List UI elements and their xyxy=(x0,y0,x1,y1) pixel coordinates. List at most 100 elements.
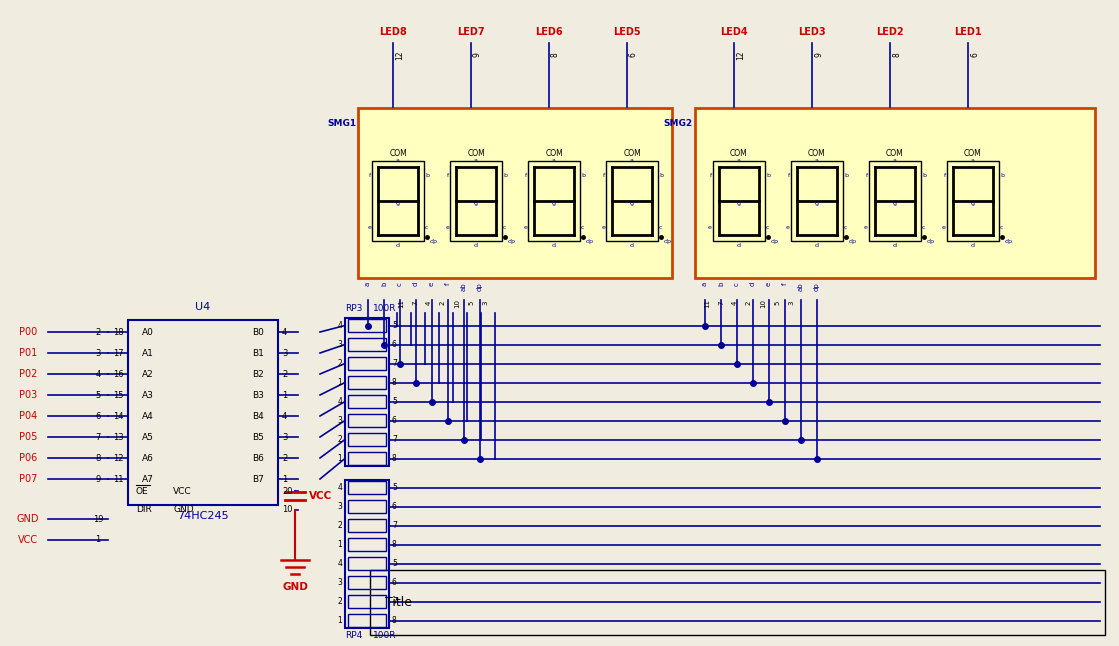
Bar xyxy=(348,614,386,627)
Text: 5: 5 xyxy=(95,390,101,399)
Text: f: f xyxy=(369,172,372,178)
Text: P07: P07 xyxy=(19,474,37,484)
Text: 4: 4 xyxy=(95,370,101,379)
Text: SMG2: SMG2 xyxy=(664,118,693,127)
Bar xyxy=(348,519,386,532)
Text: 3: 3 xyxy=(95,348,101,357)
Text: c: c xyxy=(397,282,403,286)
Text: a: a xyxy=(552,158,556,163)
Text: c: c xyxy=(922,225,925,229)
Text: 7: 7 xyxy=(718,301,724,306)
Text: 5: 5 xyxy=(392,559,397,568)
Text: 14: 14 xyxy=(113,412,124,421)
Text: 74HC245: 74HC245 xyxy=(177,511,228,521)
Bar xyxy=(370,570,1104,635)
Text: COM: COM xyxy=(623,149,641,158)
Text: B3: B3 xyxy=(252,390,264,399)
Text: 3: 3 xyxy=(337,340,342,349)
Text: e: e xyxy=(523,225,527,229)
Text: LED1: LED1 xyxy=(955,27,981,37)
Text: B0: B0 xyxy=(252,328,264,337)
Text: c: c xyxy=(734,282,740,286)
Text: 1: 1 xyxy=(282,475,288,483)
Text: A6: A6 xyxy=(142,453,154,463)
Bar xyxy=(348,376,386,389)
Bar xyxy=(348,595,386,608)
Text: e: e xyxy=(767,282,772,286)
Text: a: a xyxy=(365,282,372,286)
Text: 9: 9 xyxy=(814,52,822,57)
Bar xyxy=(348,557,386,570)
Text: 3: 3 xyxy=(337,416,342,425)
Bar xyxy=(348,500,386,513)
Text: A1: A1 xyxy=(142,348,154,357)
Bar xyxy=(345,480,389,628)
Bar xyxy=(348,452,386,465)
Text: c: c xyxy=(659,225,662,229)
Text: b: b xyxy=(767,172,770,178)
Text: 11: 11 xyxy=(398,298,404,307)
Text: d: d xyxy=(474,243,478,248)
Text: 5: 5 xyxy=(392,397,397,406)
Text: COM: COM xyxy=(545,149,563,158)
Text: OE: OE xyxy=(137,486,149,495)
Text: 7: 7 xyxy=(392,435,397,444)
Text: e: e xyxy=(445,225,449,229)
Text: 8: 8 xyxy=(392,540,397,549)
Bar xyxy=(372,161,424,241)
Text: 6: 6 xyxy=(95,412,101,421)
Text: 2: 2 xyxy=(337,521,342,530)
Text: DIR: DIR xyxy=(137,506,152,514)
Text: 7: 7 xyxy=(392,597,397,606)
Text: 6: 6 xyxy=(392,340,397,349)
Text: g: g xyxy=(737,200,741,205)
Text: d: d xyxy=(893,243,897,248)
Text: b: b xyxy=(380,282,387,286)
Text: A5: A5 xyxy=(142,433,154,441)
Text: P04: P04 xyxy=(19,411,37,421)
Text: c: c xyxy=(581,225,584,229)
Text: 1: 1 xyxy=(282,390,288,399)
Text: 7: 7 xyxy=(392,521,397,530)
Text: COM: COM xyxy=(730,149,747,158)
Text: g: g xyxy=(630,200,634,205)
Text: 4: 4 xyxy=(282,412,288,421)
Text: LED7: LED7 xyxy=(458,27,485,37)
Bar xyxy=(791,161,843,241)
Text: b: b xyxy=(504,172,507,178)
Text: a: a xyxy=(737,158,741,163)
Text: f: f xyxy=(782,282,788,284)
Bar xyxy=(528,161,580,241)
Text: a: a xyxy=(971,158,975,163)
Text: LED8: LED8 xyxy=(379,27,407,37)
Text: P06: P06 xyxy=(19,453,37,463)
Text: 5: 5 xyxy=(468,301,474,305)
Text: 7: 7 xyxy=(412,301,419,306)
Text: dp: dp xyxy=(1005,239,1013,244)
Bar xyxy=(348,395,386,408)
Text: B5: B5 xyxy=(252,433,264,441)
Text: A2: A2 xyxy=(142,370,153,379)
Bar xyxy=(348,319,386,332)
Text: g: g xyxy=(893,200,897,205)
Text: 8: 8 xyxy=(892,52,901,57)
Text: g: g xyxy=(552,200,556,205)
Bar xyxy=(450,161,502,241)
Text: d: d xyxy=(630,243,634,248)
Text: 8: 8 xyxy=(95,453,101,463)
Text: LED2: LED2 xyxy=(876,27,904,37)
Text: f: f xyxy=(709,172,712,178)
Text: d: d xyxy=(552,243,556,248)
Text: 8: 8 xyxy=(392,378,397,387)
Text: 6: 6 xyxy=(629,52,638,57)
Text: 1: 1 xyxy=(337,454,342,463)
Bar xyxy=(358,108,673,278)
Text: 3: 3 xyxy=(788,301,794,306)
Text: 19: 19 xyxy=(93,514,103,523)
Text: b: b xyxy=(1000,172,1004,178)
Text: GND: GND xyxy=(282,582,308,592)
Text: 13: 13 xyxy=(113,433,124,441)
Text: 3: 3 xyxy=(482,301,488,306)
Text: c: c xyxy=(767,225,770,229)
Text: COM: COM xyxy=(965,149,981,158)
